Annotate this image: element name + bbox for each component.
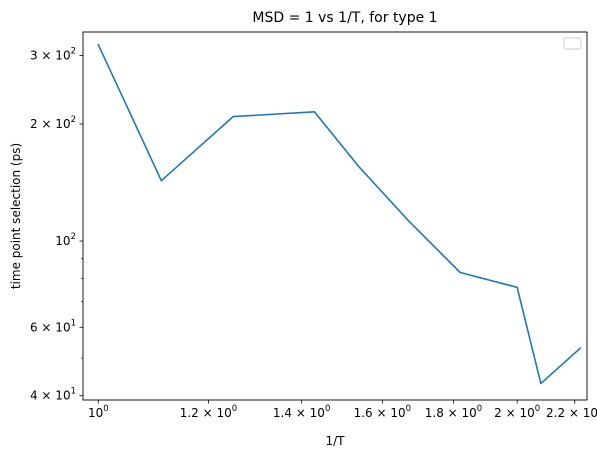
x-tick-label: 2 × 100 xyxy=(494,404,540,420)
x-tick-label: 1.6 × 100 xyxy=(354,404,411,420)
x-tick-label: 1.2 × 100 xyxy=(180,404,237,420)
x-tick-label: 1.4 × 100 xyxy=(273,404,330,420)
y-tick-label: 3 × 102 xyxy=(30,47,76,63)
x-tick-label: 1.8 × 100 xyxy=(425,404,482,420)
chart-title: MSD = 1 vs 1/T, for type 1 xyxy=(252,10,437,26)
y-axis-label: time point selection (ps) xyxy=(9,143,23,289)
legend-box xyxy=(564,38,581,49)
y-tick-label: 2 × 102 xyxy=(30,115,76,131)
y-tick-label: 4 × 101 xyxy=(30,387,76,403)
x-axis-label: 1/T xyxy=(325,434,345,448)
x-tick-label: 2.2 × 100 xyxy=(546,404,597,420)
y-tick-label: 6 × 101 xyxy=(30,318,76,334)
